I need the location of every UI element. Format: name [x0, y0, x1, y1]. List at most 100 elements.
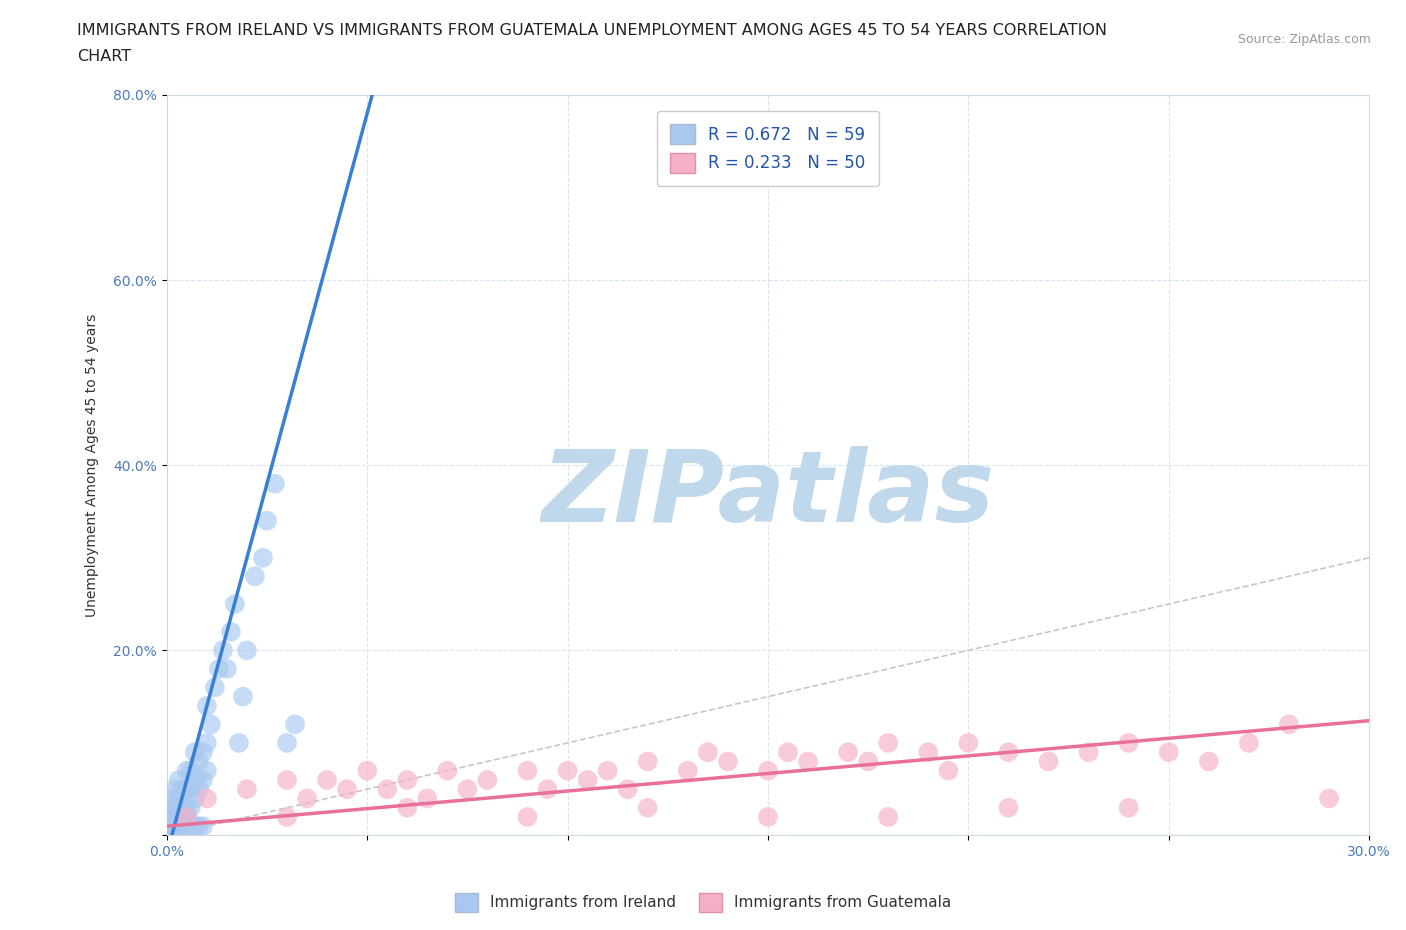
Point	[219, 624, 242, 639]
Point	[236, 782, 259, 797]
Point	[856, 754, 879, 769]
Text: Source: ZipAtlas.com: Source: ZipAtlas.com	[1237, 33, 1371, 46]
Point	[295, 791, 318, 806]
Point	[756, 809, 779, 824]
Point	[176, 809, 198, 824]
Point	[204, 680, 226, 695]
Point	[776, 745, 799, 760]
Point	[557, 764, 579, 778]
Point	[837, 745, 859, 760]
Point	[163, 818, 186, 833]
Point	[316, 773, 339, 788]
Point	[276, 773, 298, 788]
Point	[224, 597, 246, 612]
Point	[997, 801, 1019, 816]
Point	[191, 773, 214, 788]
Point	[1198, 754, 1220, 769]
Point	[696, 745, 718, 760]
Point	[172, 801, 194, 816]
Point	[195, 736, 218, 751]
Point	[456, 782, 478, 797]
Point	[176, 782, 198, 797]
Point	[232, 689, 254, 704]
Point	[1077, 745, 1099, 760]
Point	[1038, 754, 1060, 769]
Point	[637, 754, 659, 769]
Point	[208, 661, 231, 676]
Point	[163, 782, 186, 797]
Point	[215, 661, 238, 676]
Point	[1118, 736, 1140, 751]
Point	[187, 818, 209, 833]
Point	[195, 764, 218, 778]
Point	[264, 476, 287, 491]
Legend: Immigrants from Ireland, Immigrants from Guatemala: Immigrants from Ireland, Immigrants from…	[449, 887, 957, 918]
Point	[797, 754, 820, 769]
Point	[276, 809, 298, 824]
Point	[957, 736, 980, 751]
Point	[184, 791, 207, 806]
Point	[180, 818, 202, 833]
Point	[284, 717, 307, 732]
Point	[596, 764, 619, 778]
Point	[187, 782, 209, 797]
Point	[159, 818, 181, 833]
Point	[212, 643, 235, 658]
Point	[477, 773, 499, 788]
Point	[717, 754, 740, 769]
Point	[184, 745, 207, 760]
Point	[163, 809, 186, 824]
Point	[436, 764, 458, 778]
Point	[1118, 801, 1140, 816]
Point	[616, 782, 638, 797]
Point	[336, 782, 359, 797]
Point	[396, 801, 419, 816]
Point	[167, 818, 190, 833]
Point	[167, 801, 190, 816]
Point	[200, 717, 222, 732]
Point	[252, 551, 274, 565]
Text: ZIPatlas: ZIPatlas	[541, 446, 994, 543]
Point	[180, 801, 202, 816]
Point	[191, 818, 214, 833]
Point	[756, 764, 779, 778]
Point	[228, 736, 250, 751]
Point	[576, 773, 599, 788]
Point	[163, 801, 186, 816]
Point	[516, 809, 538, 824]
Point	[163, 818, 186, 833]
Point	[195, 791, 218, 806]
Point	[236, 643, 259, 658]
Point	[936, 764, 959, 778]
Point	[157, 818, 180, 833]
Point	[997, 745, 1019, 760]
Point	[276, 736, 298, 751]
Point	[243, 569, 266, 584]
Point	[917, 745, 939, 760]
Point	[159, 791, 181, 806]
Point	[159, 801, 181, 816]
Point	[396, 773, 419, 788]
Point	[172, 809, 194, 824]
Point	[184, 773, 207, 788]
Point	[176, 764, 198, 778]
Point	[159, 809, 181, 824]
Point	[516, 764, 538, 778]
Point	[162, 818, 184, 833]
Point	[1278, 717, 1301, 732]
Point	[167, 809, 190, 824]
Point	[191, 745, 214, 760]
Point	[167, 818, 190, 833]
Y-axis label: Unemployment Among Ages 45 to 54 years: Unemployment Among Ages 45 to 54 years	[86, 313, 100, 617]
Point	[195, 698, 218, 713]
Point	[167, 791, 190, 806]
Point	[356, 764, 378, 778]
Text: CHART: CHART	[77, 49, 131, 64]
Point	[172, 782, 194, 797]
Point	[877, 736, 900, 751]
Point	[637, 801, 659, 816]
Point	[167, 773, 190, 788]
Point	[256, 513, 278, 528]
Point	[180, 764, 202, 778]
Point	[536, 782, 558, 797]
